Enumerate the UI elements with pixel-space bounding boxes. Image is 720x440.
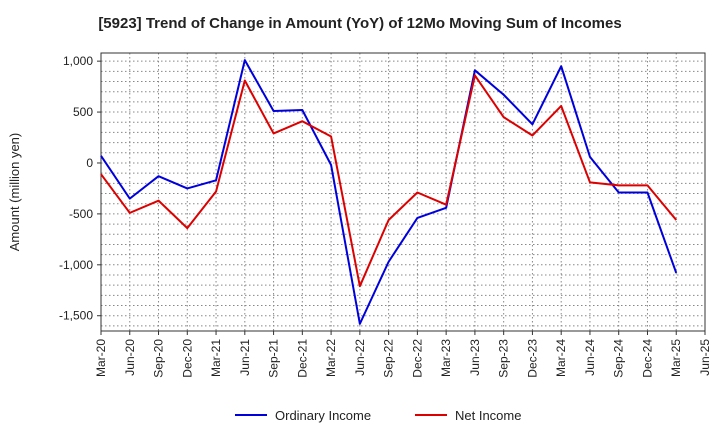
plot-area: [100, 52, 706, 332]
x-tick-label: Sep-24: [612, 339, 626, 378]
x-tick-label: Dec-24: [640, 339, 654, 378]
x-tick-label: Mar-25: [669, 339, 683, 377]
x-tick-label: Dec-21: [295, 339, 309, 378]
x-tick-label: Mar-21: [209, 339, 223, 377]
grid: [100, 53, 706, 331]
x-tick-label: Sep-20: [152, 339, 166, 378]
x-tick-label: Dec-23: [525, 339, 539, 378]
x-tick-label: Sep-23: [497, 339, 511, 378]
x-tick-label: Jun-22: [353, 339, 367, 376]
y-axis: 1,000 500 0 -500 -1,000 -1,500: [59, 54, 101, 323]
series: [100, 59, 678, 325]
y-axis-label: Amount (million yen): [7, 133, 22, 252]
x-tick-label: Jun-23: [468, 339, 482, 376]
legend: Ordinary Income Net Income: [235, 408, 521, 423]
x-tick-label: Jun-20: [123, 339, 137, 376]
y-tick-label: 1,000: [63, 54, 93, 68]
x-tick-label: Sep-21: [267, 339, 281, 378]
x-axis: Mar-20 Jun-20 Sep-20 Dec-20 Mar-21 Jun-21 Sep-…: [94, 331, 712, 378]
x-tick-label: Sep-22: [382, 339, 396, 378]
legend-label: Ordinary Income: [275, 408, 371, 423]
x-tick-label: Jun-25: [698, 339, 712, 376]
y-tick-label: -500: [69, 207, 93, 221]
y-tick-label: 500: [73, 105, 93, 119]
x-tick-label: Jun-24: [583, 339, 597, 376]
x-tick-label: Dec-20: [180, 339, 194, 378]
x-tick-label: Mar-22: [324, 339, 338, 377]
chart-title: [5923] Trend of Change in Amount (YoY) o…: [98, 15, 622, 32]
y-tick-label: 0: [86, 156, 93, 170]
x-tick-label: Mar-20: [94, 339, 108, 377]
y-tick-label: -1,000: [59, 258, 93, 272]
x-tick-label: Mar-24: [554, 339, 568, 377]
series-line: [100, 74, 678, 288]
x-tick-label: Mar-23: [439, 339, 453, 377]
series-line: [100, 59, 678, 325]
legend-label: Net Income: [455, 408, 521, 423]
x-tick-label: Dec-22: [410, 339, 424, 378]
y-tick-label: -1,500: [59, 309, 93, 323]
x-tick-label: Jun-21: [238, 339, 252, 376]
